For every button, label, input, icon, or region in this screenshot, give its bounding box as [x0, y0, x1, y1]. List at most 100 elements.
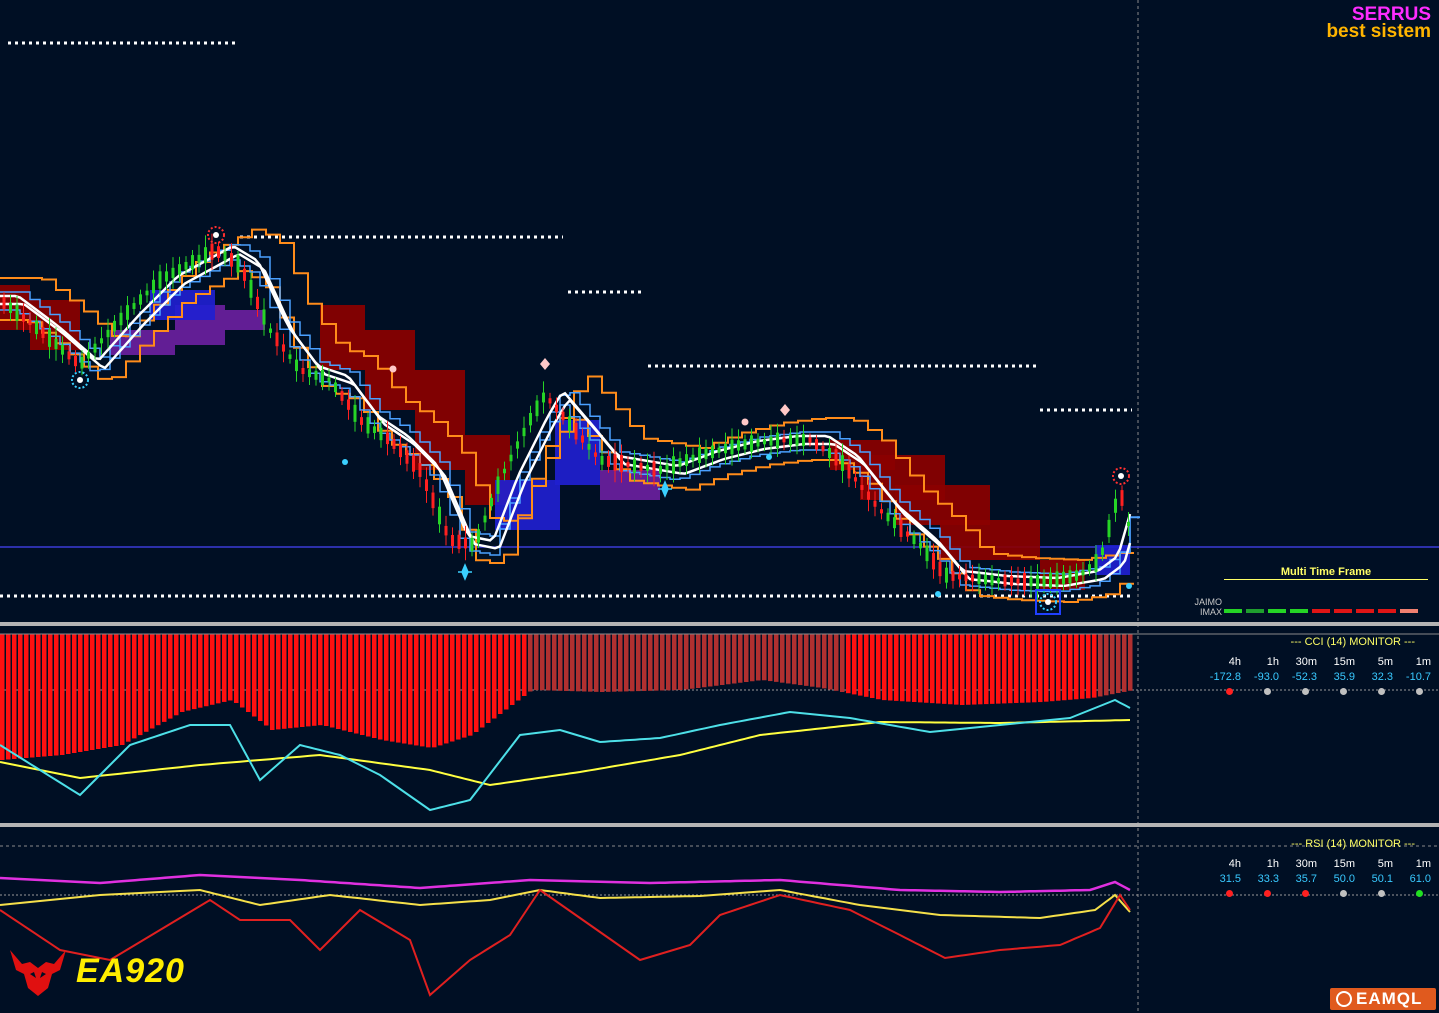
candle-body — [672, 456, 675, 474]
candle-body — [886, 512, 890, 522]
cci-histogram-bar — [672, 634, 677, 691]
cci-dot-cell — [1241, 688, 1279, 695]
cyan-dot-marker — [766, 454, 772, 460]
candle-body — [873, 500, 877, 507]
candle-body — [782, 437, 786, 443]
candle-body — [405, 450, 409, 464]
cci-histogram-bar — [936, 634, 941, 704]
candle-body — [15, 304, 19, 321]
candle-body — [997, 578, 1000, 583]
candle-body — [386, 432, 389, 445]
cci-histogram-bar — [414, 634, 419, 746]
candle-body — [594, 452, 597, 457]
candle-body — [1003, 574, 1007, 587]
candle-body — [743, 439, 747, 450]
candle-body — [87, 352, 90, 359]
cci-timeframe: 5m — [1377, 656, 1393, 668]
candle-body — [1107, 519, 1111, 538]
cci-timeframe: 1m — [1415, 656, 1431, 668]
cci-histogram-bar — [1068, 634, 1073, 700]
candle-body — [145, 290, 149, 296]
rsi-dot-cell — [1317, 890, 1355, 897]
cci-histogram-bar — [834, 634, 839, 691]
candle-body — [126, 305, 129, 320]
cci-histogram-bar — [1020, 634, 1025, 703]
cci-dot-cell — [1393, 688, 1431, 695]
cci-histogram-bar — [438, 634, 443, 746]
candle-body — [828, 447, 831, 459]
cci-histogram-bar — [714, 634, 719, 686]
cci-histogram-bar — [1026, 634, 1031, 703]
buy-signal-marker — [1039, 593, 1057, 611]
candle-body — [977, 573, 981, 584]
candle-body — [197, 254, 201, 263]
candle-body — [815, 439, 818, 450]
cci-histogram-bar — [606, 634, 611, 692]
cci-histogram-bar — [966, 634, 971, 705]
candle-body — [223, 251, 227, 261]
cci-histogram-bar — [660, 634, 665, 691]
cci-histogram-bar — [78, 634, 83, 752]
cci-histogram-bar — [444, 634, 449, 744]
candle-body — [1094, 554, 1098, 572]
candle-body — [113, 320, 116, 332]
cci-histogram-bar — [228, 634, 233, 701]
cci-histogram-bar — [696, 634, 701, 688]
cci-histogram-bar — [66, 634, 71, 754]
cloud-segment — [225, 310, 265, 330]
candle-body — [308, 369, 311, 378]
candle-body — [366, 417, 370, 434]
cci-histogram-bar — [1092, 634, 1097, 698]
candle-body — [646, 464, 649, 472]
cci-histogram-bar — [528, 634, 533, 692]
cci-histogram-bar — [1050, 634, 1055, 702]
candle-body — [230, 253, 233, 267]
cci-histogram-bar — [576, 634, 581, 692]
cci-histogram-bar — [978, 634, 983, 705]
cyan-arrow-marker — [658, 480, 672, 498]
cci-histogram-bar — [198, 634, 203, 708]
cci-histogram-bar — [684, 634, 689, 690]
cci-histogram-bar — [996, 634, 1001, 704]
cci-dot-cell — [1279, 688, 1317, 695]
cci-histogram-bar — [114, 634, 119, 746]
candle-body — [28, 319, 32, 326]
candle-body — [262, 309, 266, 325]
cci-histogram-bar — [306, 634, 311, 727]
candle-body — [451, 534, 454, 547]
candle-body — [678, 458, 682, 467]
candle-body — [340, 391, 344, 401]
pane-separators[interactable] — [0, 622, 1439, 847]
candle-body — [867, 491, 870, 500]
candle-body — [964, 573, 968, 581]
cci-histogram-bar — [318, 634, 323, 726]
candle-body — [347, 399, 350, 410]
candle-body — [607, 455, 610, 467]
cci-histogram-bar — [276, 634, 281, 730]
cyan-dot-marker — [342, 459, 348, 465]
candle-body — [236, 255, 240, 273]
cci-histogram-bar — [294, 634, 299, 728]
mtf-bar — [1378, 609, 1396, 613]
cci-histogram-bar — [132, 634, 137, 739]
cci-monitor-title: --- CCI (14) MONITOR --- — [1290, 636, 1415, 648]
cci-histogram-bar — [270, 634, 275, 730]
cci-histogram-bar — [426, 634, 431, 748]
candle-body — [67, 351, 71, 360]
cci-status-dot — [1226, 688, 1233, 695]
cci-histogram-bar — [108, 634, 113, 747]
candle-body — [158, 271, 162, 289]
candle-body — [535, 400, 539, 417]
cci-histogram-bar — [36, 634, 41, 757]
rsi-timeframe: 5m — [1377, 858, 1393, 870]
cci-histogram-bar — [504, 634, 509, 710]
cci-histogram-bar — [474, 634, 479, 732]
candle-body — [724, 443, 727, 454]
candle-body — [691, 454, 695, 461]
cci-histogram-bar — [402, 634, 407, 744]
cci-histogram-bar — [1056, 634, 1061, 701]
cci-histogram-bar — [222, 634, 227, 702]
candle-body — [763, 439, 766, 445]
rsi-value: 35.7 — [1295, 873, 1317, 885]
